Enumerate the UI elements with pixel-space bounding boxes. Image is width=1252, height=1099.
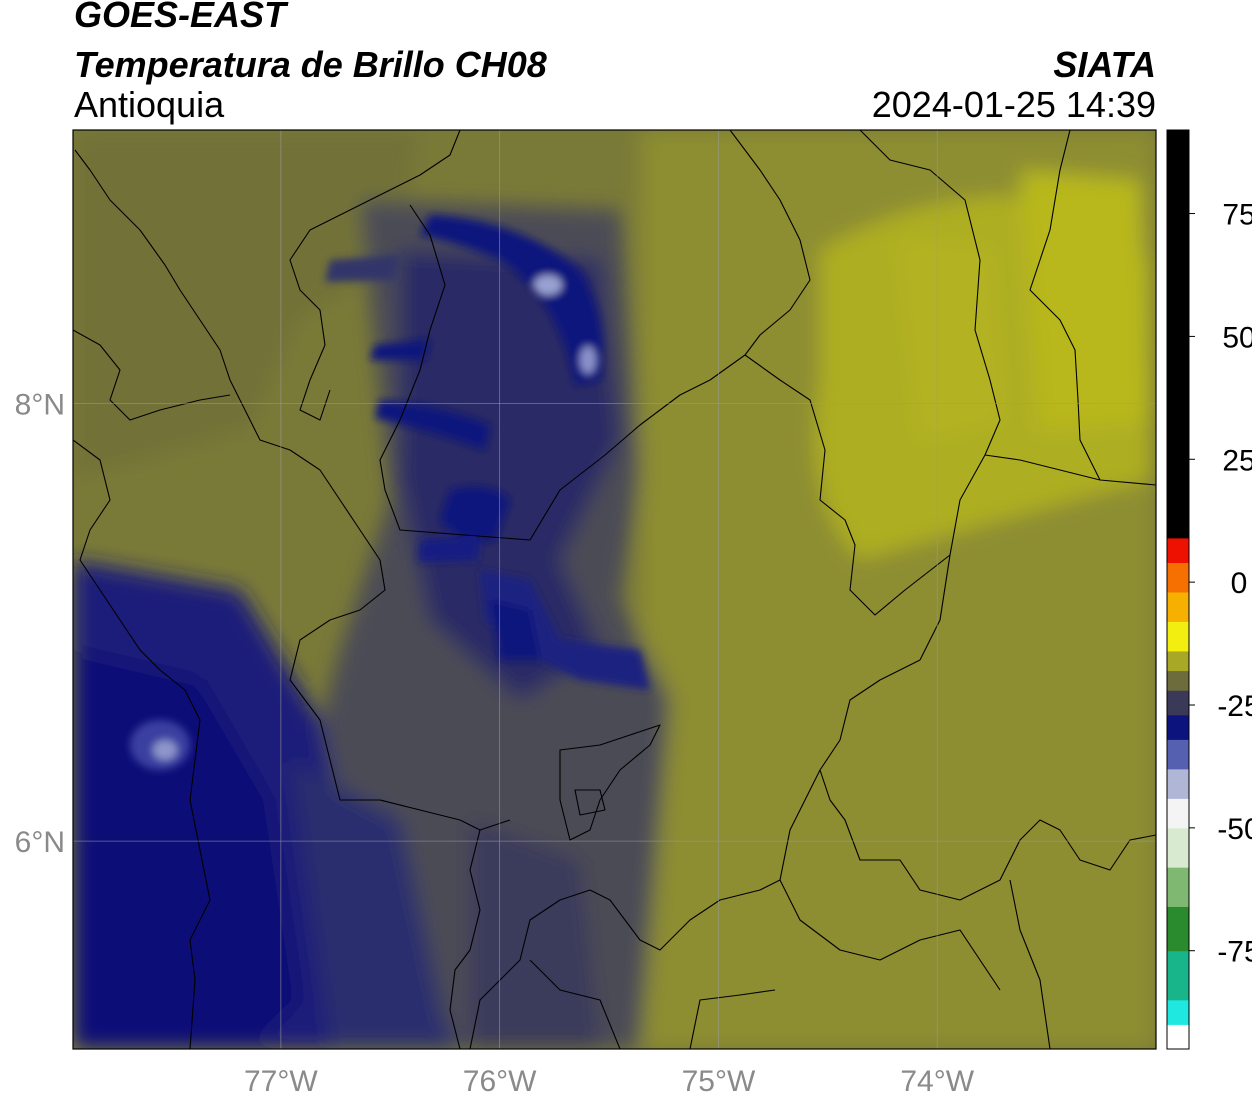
- colorbar-tick-label: 0: [1231, 567, 1248, 600]
- colorbar: [1167, 130, 1189, 1050]
- colorbar-segment: [1167, 537, 1189, 563]
- lon-tick-label: 77°W: [244, 1065, 318, 1098]
- colorbar-tick-label: -50: [1217, 813, 1252, 846]
- colorbar-segment: [1167, 130, 1189, 539]
- colorbar-segment: [1167, 562, 1189, 593]
- lon-tick-label: 76°W: [463, 1065, 537, 1098]
- colorbar-segment: [1167, 1024, 1189, 1050]
- colorbar-segment: [1167, 906, 1189, 952]
- colorbar-segment: [1167, 827, 1189, 868]
- colorbar-segment: [1167, 867, 1189, 907]
- colorbar-tick-label: 75: [1222, 199, 1252, 232]
- colorbar-segment: [1167, 950, 1189, 1001]
- colorbar-segment: [1167, 798, 1189, 829]
- colorbar-tick-label: -25: [1217, 690, 1252, 723]
- colorbar-segment: [1167, 768, 1189, 799]
- colorbar-tick-labels: 75 50 25 0 -25 -50 -75: [1189, 199, 1252, 969]
- agency-label: SIATA: [1053, 44, 1156, 85]
- colorbar-tick-label: 25: [1222, 444, 1252, 477]
- colorbar-segment: [1167, 999, 1189, 1025]
- colorbar-segment: [1167, 670, 1189, 691]
- lat-tick-labels: 8°N 6°N: [15, 389, 65, 860]
- lat-tick-label: 6°N: [15, 826, 65, 859]
- satellite-title: GOES-EAST: [74, 0, 287, 35]
- gridlines: [73, 130, 1156, 1049]
- colorbar-tick-label: 50: [1222, 321, 1252, 354]
- colorbar-tick-label: -75: [1217, 936, 1252, 969]
- datetime-label: 2024-01-25 14:39: [871, 84, 1156, 125]
- map-frame: [72, 129, 1157, 1050]
- map-image: [73, 130, 1156, 1049]
- lon-tick-label: 74°W: [900, 1065, 974, 1098]
- colorbar-segment: [1167, 621, 1189, 652]
- colorbar-segment: [1167, 739, 1189, 770]
- boundaries: [73, 130, 1156, 1049]
- colorbar-segment: [1167, 650, 1189, 672]
- colorbar-segment: [1167, 690, 1189, 716]
- colorbar-segment: [1167, 591, 1189, 622]
- lat-tick-label: 8°N: [15, 389, 65, 422]
- region-label: Antioquia: [74, 84, 225, 125]
- product-title: Temperatura de Brillo CH08: [74, 44, 547, 85]
- lon-tick-labels: 77°W 76°W 75°W 74°W: [244, 1065, 975, 1098]
- lon-tick-label: 75°W: [682, 1065, 756, 1098]
- colorbar-frame: [1166, 129, 1190, 1050]
- colorbar-segment: [1167, 714, 1189, 740]
